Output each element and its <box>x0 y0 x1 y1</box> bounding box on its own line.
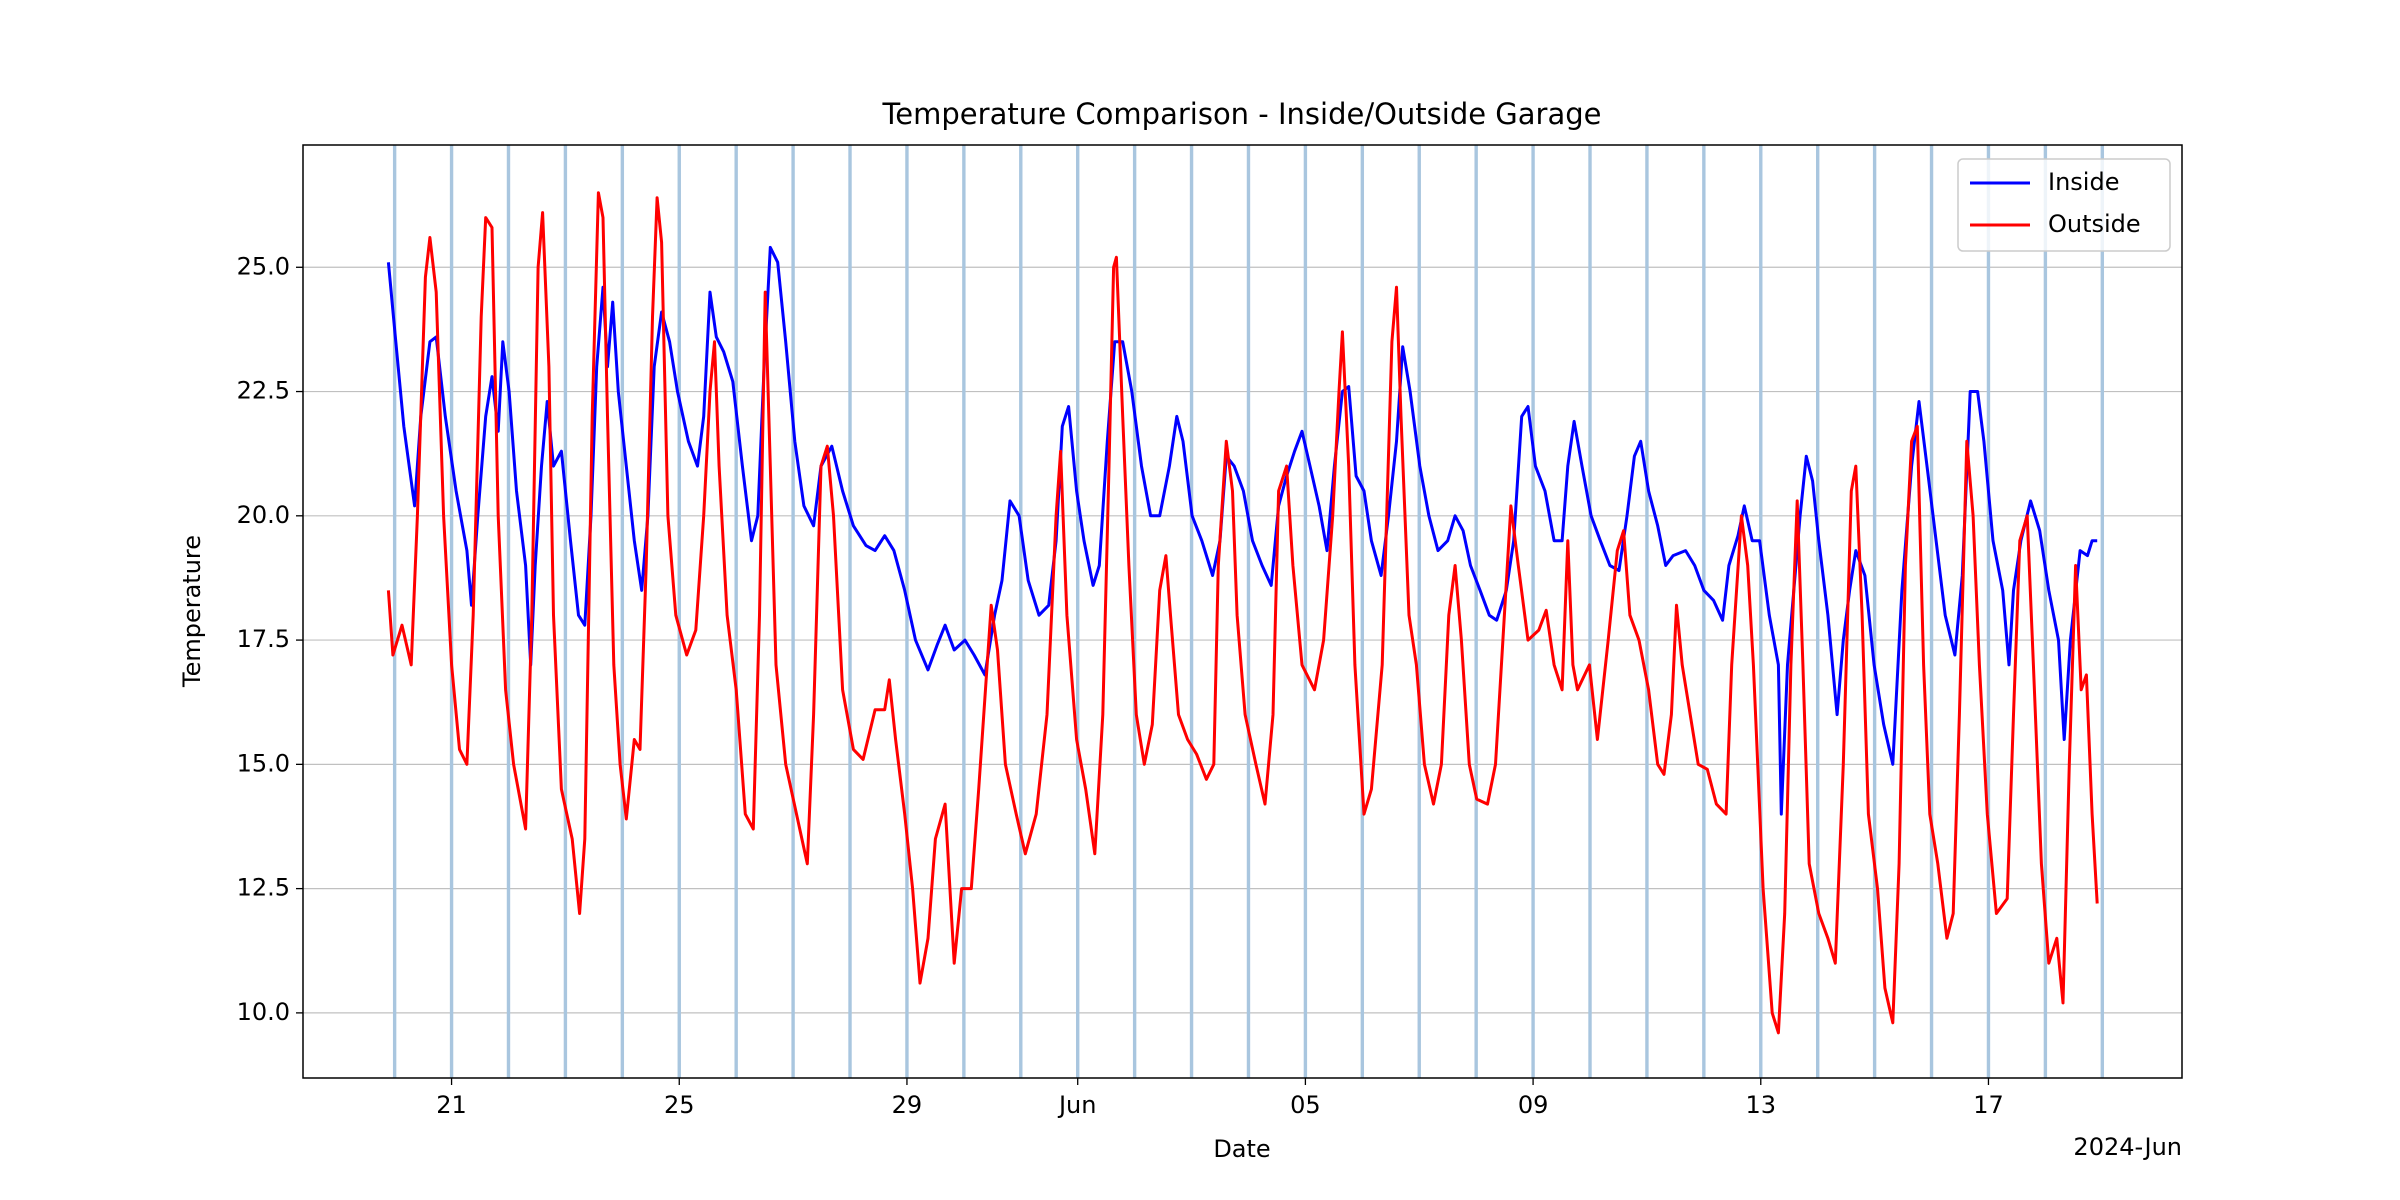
series-line <box>386 245 2098 816</box>
y-tick-label: 20.0 <box>237 501 290 529</box>
x-tick-label: 13 <box>1746 1091 1777 1119</box>
x-tick-label: 09 <box>1518 1091 1549 1119</box>
plot-frame <box>302 144 2183 1079</box>
y-tick-label: 25.0 <box>237 252 290 280</box>
y-tick-label: 17.5 <box>237 625 290 653</box>
series-line <box>386 191 2099 1035</box>
y-tick-label: 12.5 <box>237 874 290 902</box>
x-tick-label: 21 <box>436 1091 467 1119</box>
y-axis-label: Temperature <box>178 535 206 688</box>
y-tick-label: 15.0 <box>237 749 290 777</box>
x-tick-label: 17 <box>1973 1091 2004 1119</box>
x-tick-label: 25 <box>664 1091 695 1119</box>
y-tick-label: 22.5 <box>237 377 290 405</box>
x-offset-label: 2024-Jun <box>2073 1133 2182 1161</box>
chart-title: Temperature Comparison - Inside/Outside … <box>882 97 1602 131</box>
x-tick-label: Jun <box>1057 1091 1097 1119</box>
x-axis-label: Date <box>1213 1135 1270 1163</box>
y-tick-label: 10.0 <box>237 998 290 1026</box>
x-tick-label: 29 <box>892 1091 923 1119</box>
legend-label: Outside <box>2048 210 2141 238</box>
x-tick-label: 05 <box>1290 1091 1321 1119</box>
legend-label: Inside <box>2048 168 2119 196</box>
